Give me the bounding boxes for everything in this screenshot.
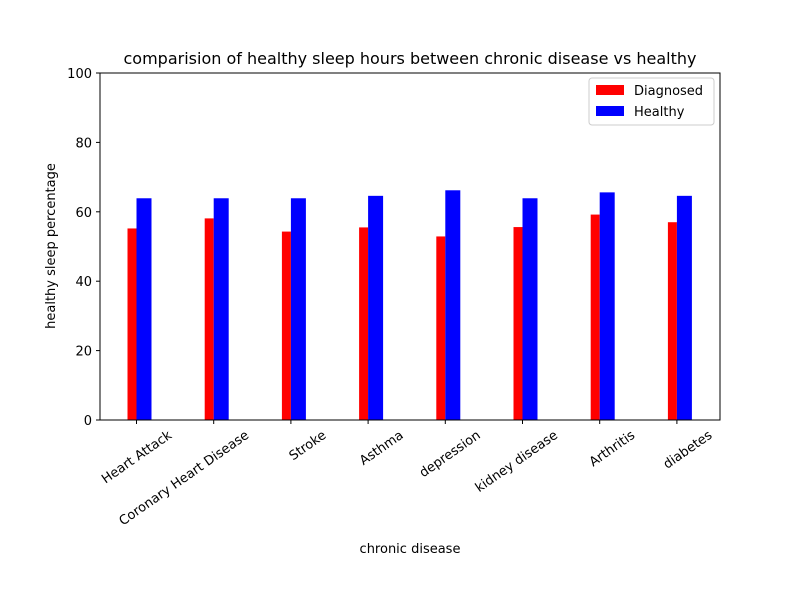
bar-diagnosed-4 <box>436 236 446 420</box>
y-tick-label-0: 0 <box>84 414 92 429</box>
plot-frame <box>99 72 721 421</box>
y-tick-label-4: 80 <box>75 136 92 151</box>
legend-swatch-diagnosed <box>596 85 624 95</box>
bar-diagnosed-2 <box>281 231 291 420</box>
y-tick-label-5: 100 <box>67 67 92 82</box>
bar-healthy-0 <box>136 198 152 420</box>
y-tick-label-3: 60 <box>75 206 92 221</box>
bar-diagnosed-7 <box>667 222 677 420</box>
x-axis-label: chronic disease <box>360 542 461 557</box>
bar-healthy-1 <box>213 198 229 420</box>
bar-diagnosed-6 <box>590 214 600 420</box>
legend-label-diagnosed: Diagnosed <box>634 84 703 99</box>
bar-diagnosed-5 <box>513 227 523 420</box>
bar-healthy-5 <box>522 198 538 420</box>
chart-title: comparision of healthy sleep hours betwe… <box>124 49 697 68</box>
bar-healthy-3 <box>368 195 384 420</box>
bar-healthy-7 <box>676 195 692 420</box>
bar-diagnosed-1 <box>204 218 214 420</box>
bar-diagnosed-3 <box>359 227 369 420</box>
y-axis-label: healthy sleep percentage <box>44 163 59 329</box>
bar-healthy-6 <box>599 192 615 420</box>
bar-diagnosed-0 <box>127 228 137 420</box>
legend-swatch-healthy <box>596 106 624 116</box>
bar-healthy-2 <box>290 198 306 420</box>
legend: Diagnosed Healthy <box>588 77 715 126</box>
legend-label-healthy: Healthy <box>634 105 685 120</box>
bar-healthy-4 <box>445 190 461 420</box>
y-tick-label-2: 40 <box>75 275 92 290</box>
y-tick-label-1: 20 <box>75 345 92 360</box>
